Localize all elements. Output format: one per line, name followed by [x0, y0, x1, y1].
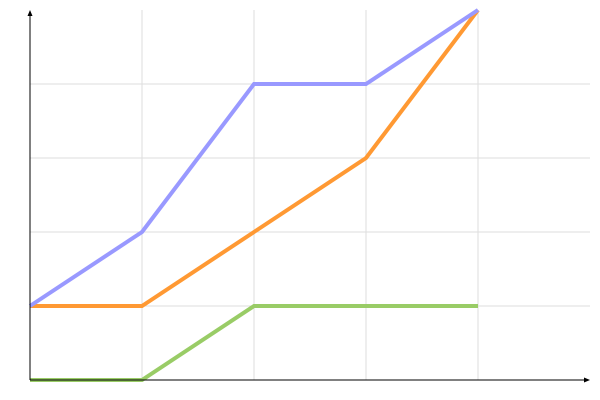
x-axis-arrow-icon [584, 377, 590, 383]
axes [27, 10, 590, 383]
series-line-2 [30, 8, 480, 308]
series-line-1 [28, 8, 480, 308]
y-axis-arrow-icon [27, 10, 33, 16]
